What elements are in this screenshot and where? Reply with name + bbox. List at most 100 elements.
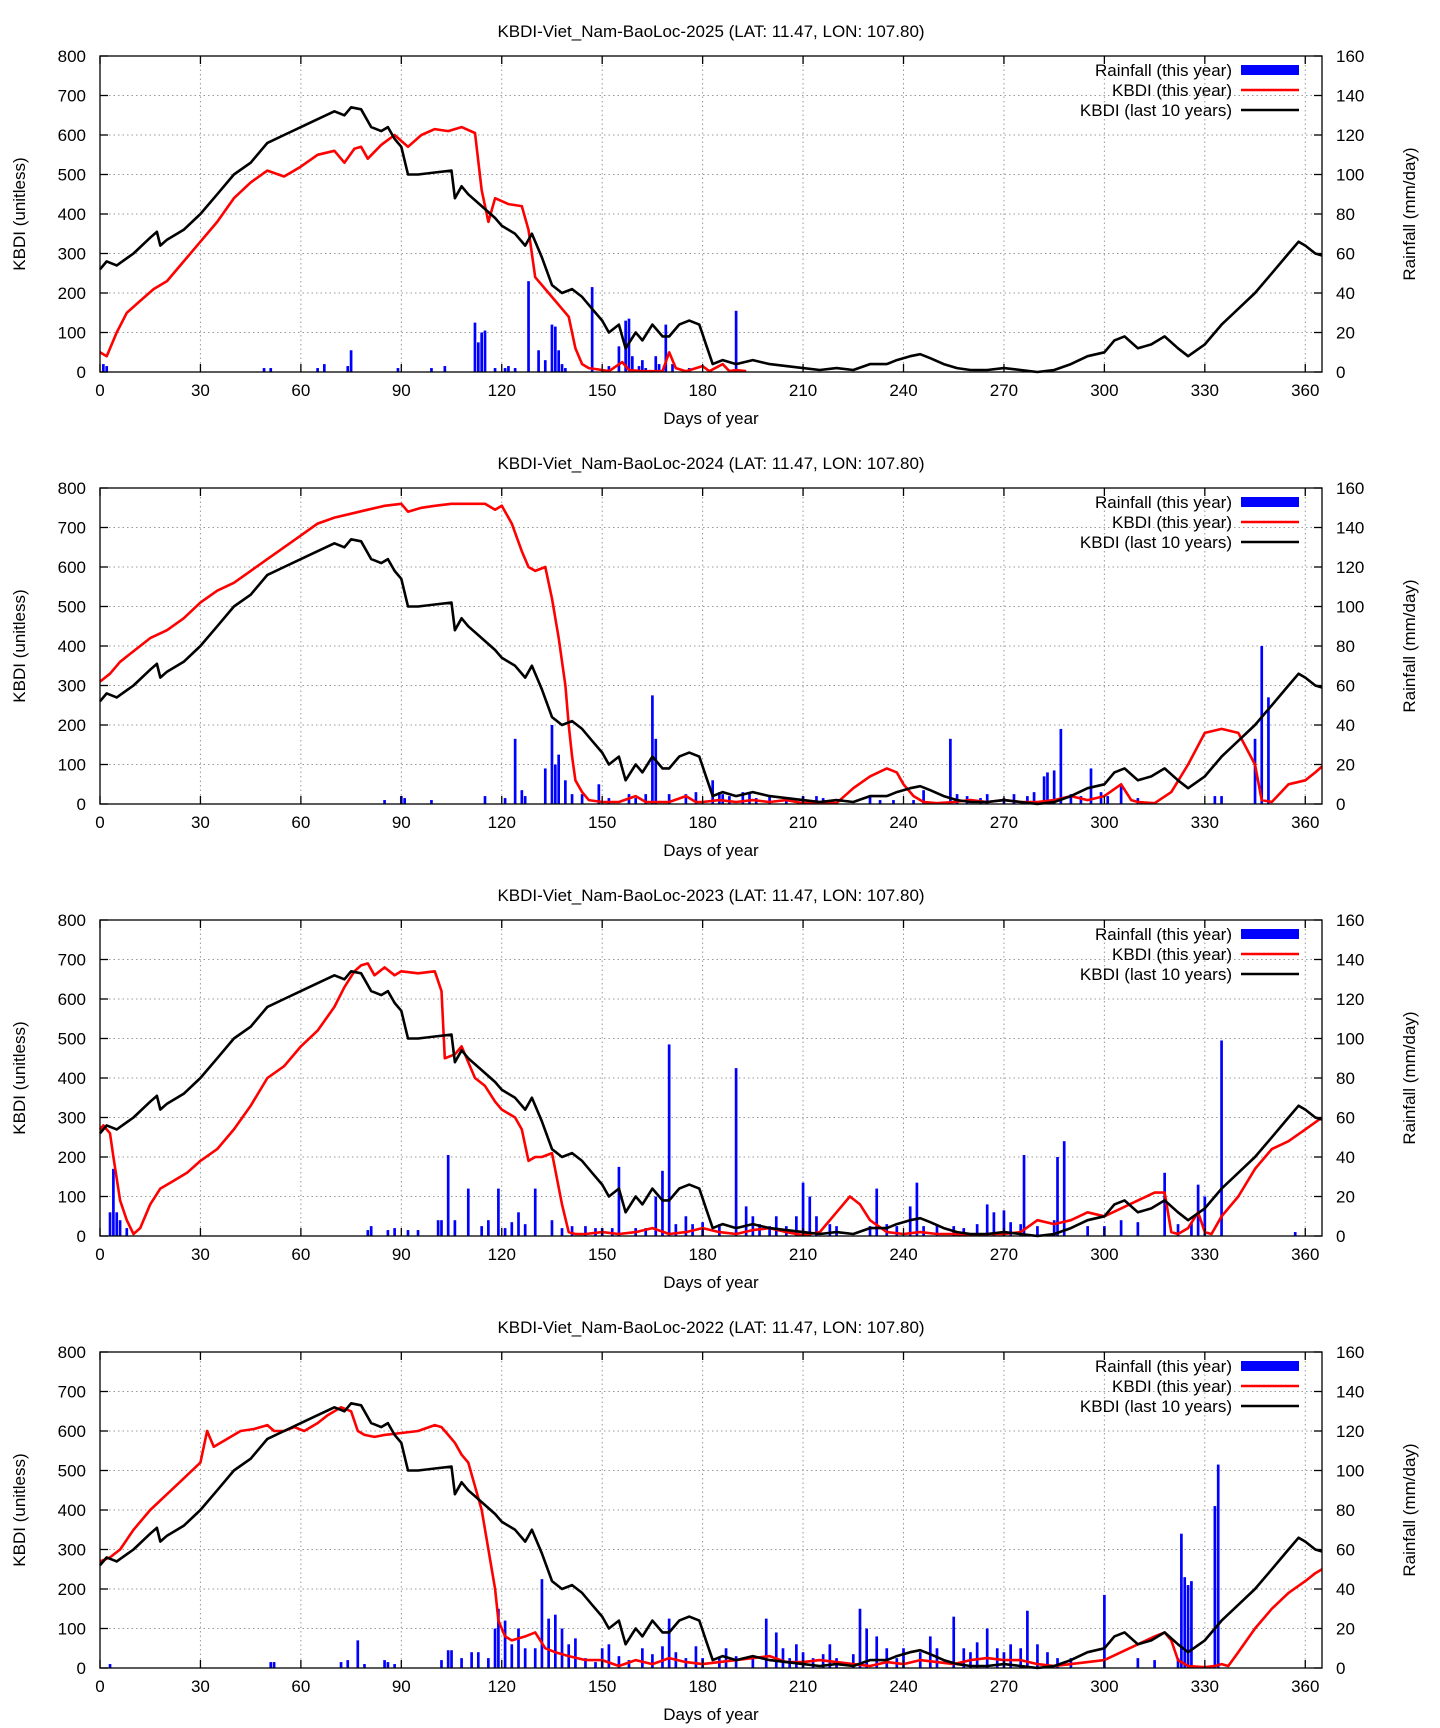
y2-tick-label: 140	[1336, 519, 1364, 538]
rainfall-bar	[992, 1212, 996, 1236]
rainfall-bar	[641, 1648, 644, 1668]
rainfall-bar	[557, 754, 561, 804]
rainfall-bar	[892, 800, 895, 804]
rainfall-bar	[858, 1608, 862, 1668]
y2-tick-label: 140	[1336, 87, 1364, 106]
rainfall-bar	[744, 1206, 748, 1236]
rainfall-bar	[607, 366, 611, 372]
rainfall-bar	[1079, 796, 1083, 804]
y2-tick-label: 60	[1336, 677, 1355, 696]
rainfall-bar	[815, 796, 818, 804]
rainfall-bar	[811, 1658, 815, 1668]
rainfall-bar	[630, 356, 634, 372]
chart-svg: KBDI-Viet_Nam-BaoLoc-2022 (LAT: 11.47, L…	[10, 1318, 1419, 1724]
x-tick-label: 90	[392, 813, 411, 832]
y-tick-label: 200	[58, 1580, 86, 1599]
y2-tick-label: 60	[1336, 1541, 1355, 1560]
y2-axis-label: Rainfall (mm/day)	[1400, 1011, 1419, 1144]
x-tick-label: 60	[291, 1245, 310, 1264]
rainfall-bar	[125, 1228, 129, 1236]
x-tick-label: 150	[588, 381, 616, 400]
y-tick-label: 100	[58, 324, 86, 343]
y-tick-label: 800	[58, 479, 86, 498]
rainfall-bar	[493, 368, 497, 372]
legend-swatch-rainfall	[1241, 497, 1299, 507]
rainfall-bar	[510, 1644, 514, 1668]
legend-label: KBDI (this year)	[1112, 1377, 1232, 1396]
rainfall-bar	[553, 326, 557, 372]
rainfall-bars	[102, 281, 738, 372]
rainfall-bar	[928, 1636, 932, 1668]
x-tick-label: 180	[688, 1245, 716, 1264]
rainfall-bar	[1026, 1610, 1029, 1668]
rainfall-bar	[895, 1226, 899, 1236]
rainfall-bar	[1036, 1644, 1039, 1668]
rainfall-bar	[503, 368, 507, 372]
x-tick-label: 0	[95, 813, 104, 832]
rainfall-bar	[550, 725, 554, 804]
y2-tick-label: 0	[1336, 1659, 1345, 1678]
rainfall-bar	[935, 1224, 939, 1236]
y-tick-label: 100	[58, 1620, 86, 1639]
rainfall-bar	[664, 324, 668, 372]
y-tick-label: 200	[58, 716, 86, 735]
x-axis-label: Days of year	[663, 841, 759, 860]
rainfall-bar	[667, 1044, 671, 1236]
rainfall-bar	[828, 1644, 832, 1668]
rainfall-bar	[718, 1224, 721, 1236]
x-tick-label: 0	[95, 1677, 104, 1696]
rainfall-bar	[430, 800, 433, 804]
rainfall-bar	[654, 738, 658, 804]
y-tick-label: 0	[77, 363, 86, 382]
rainfall-bar	[386, 1662, 390, 1668]
rainfall-bar	[671, 364, 674, 372]
rainfall-bar	[1019, 1224, 1023, 1236]
rainfall-bar	[366, 1230, 370, 1236]
y2-tick-label: 40	[1336, 284, 1355, 303]
rainfall-bar	[801, 1182, 805, 1236]
y2-tick-label: 120	[1336, 1422, 1364, 1441]
rainfall-bar	[1196, 1184, 1200, 1236]
legend-label: KBDI (last 10 years)	[1080, 101, 1232, 120]
rainfall-bar	[617, 1656, 621, 1668]
rainfall-bar	[694, 1646, 698, 1668]
rainfall-bar	[985, 1204, 989, 1236]
x-tick-label: 300	[1090, 1245, 1118, 1264]
rainfall-bar	[553, 1614, 557, 1668]
rainfall-bar	[480, 332, 484, 372]
rainfall-bar	[523, 796, 527, 804]
rainfall-bar	[369, 1226, 373, 1236]
x-tick-label: 300	[1090, 381, 1118, 400]
rainfall-bar	[1176, 1658, 1180, 1668]
rainfall-bar	[721, 794, 725, 804]
rainfall-bar	[644, 794, 648, 804]
legend-swatch-rainfall	[1241, 929, 1299, 939]
rainfall-bar	[557, 350, 561, 372]
y-tick-label: 600	[58, 126, 86, 145]
rainfall-bar	[627, 1660, 631, 1668]
x-tick-label: 330	[1191, 381, 1219, 400]
y2-tick-label: 40	[1336, 1148, 1355, 1167]
x-tick-label: 0	[95, 1245, 104, 1264]
rainfall-bar	[584, 1658, 587, 1668]
y2-axis-label: Rainfall (mm/day)	[1400, 1443, 1419, 1576]
rainfall-bar	[339, 1662, 343, 1668]
rainfall-bar	[533, 1188, 537, 1236]
rainfall-bar	[949, 738, 952, 804]
y-tick-label: 600	[58, 1422, 86, 1441]
rainfall-bar	[851, 1654, 855, 1668]
rainfall-bar	[751, 1658, 755, 1668]
rainfall-bar	[443, 366, 447, 372]
y2-tick-label: 80	[1336, 1069, 1355, 1088]
rainfall-bar	[553, 764, 557, 804]
x-tick-label: 270	[990, 381, 1018, 400]
chart-svg: KBDI-Viet_Nam-BaoLoc-2025 (LAT: 11.47, L…	[10, 22, 1419, 428]
y2-tick-label: 120	[1336, 126, 1364, 145]
x-axis-label: Days of year	[663, 409, 759, 428]
rainfall-bar	[1046, 1652, 1049, 1668]
rainfall-bar	[440, 1220, 443, 1236]
rainfall-bar	[115, 1212, 119, 1236]
rainfall-bar	[396, 368, 400, 372]
rainfall-bar	[962, 1648, 966, 1668]
rainfall-bar	[654, 1196, 658, 1236]
